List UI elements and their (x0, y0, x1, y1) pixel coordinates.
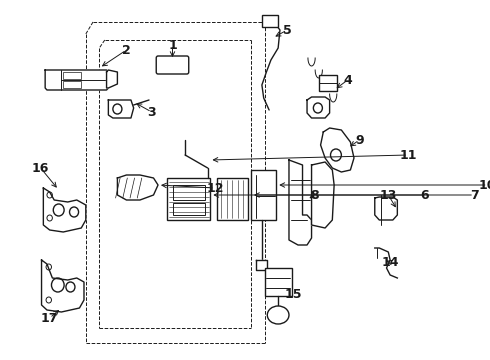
Polygon shape (106, 70, 118, 88)
Text: 13: 13 (380, 189, 397, 202)
Bar (262, 15, 278, 27)
Polygon shape (43, 188, 86, 232)
Polygon shape (108, 100, 134, 118)
Bar (167, 178, 210, 220)
Text: 3: 3 (147, 105, 156, 118)
Text: 12: 12 (206, 181, 223, 194)
Polygon shape (307, 97, 330, 118)
Bar (63, 81, 81, 88)
Polygon shape (45, 70, 108, 90)
Text: 7: 7 (470, 189, 478, 202)
Text: 16: 16 (32, 162, 49, 175)
Ellipse shape (268, 306, 289, 324)
Polygon shape (118, 175, 158, 200)
Bar (63, 72, 81, 79)
Polygon shape (42, 260, 84, 312)
Text: 17: 17 (41, 311, 58, 324)
Polygon shape (320, 128, 354, 172)
Bar (173, 203, 205, 215)
Polygon shape (256, 260, 268, 270)
Text: 9: 9 (355, 134, 364, 147)
Text: 5: 5 (283, 23, 292, 36)
Text: 1: 1 (168, 39, 177, 51)
Polygon shape (312, 162, 334, 228)
Bar (173, 185, 205, 200)
Text: 14: 14 (381, 256, 399, 269)
Bar (265, 268, 292, 296)
Text: 11: 11 (399, 149, 417, 162)
Bar (251, 170, 276, 220)
Text: 4: 4 (343, 73, 352, 86)
Bar (319, 75, 337, 91)
FancyBboxPatch shape (156, 56, 189, 74)
Text: 8: 8 (310, 189, 318, 202)
Polygon shape (375, 197, 397, 220)
Polygon shape (289, 160, 312, 245)
Text: 10: 10 (479, 179, 490, 192)
Text: 6: 6 (420, 189, 429, 202)
Bar (217, 178, 248, 220)
Text: 15: 15 (285, 288, 302, 302)
Text: 2: 2 (122, 44, 131, 57)
